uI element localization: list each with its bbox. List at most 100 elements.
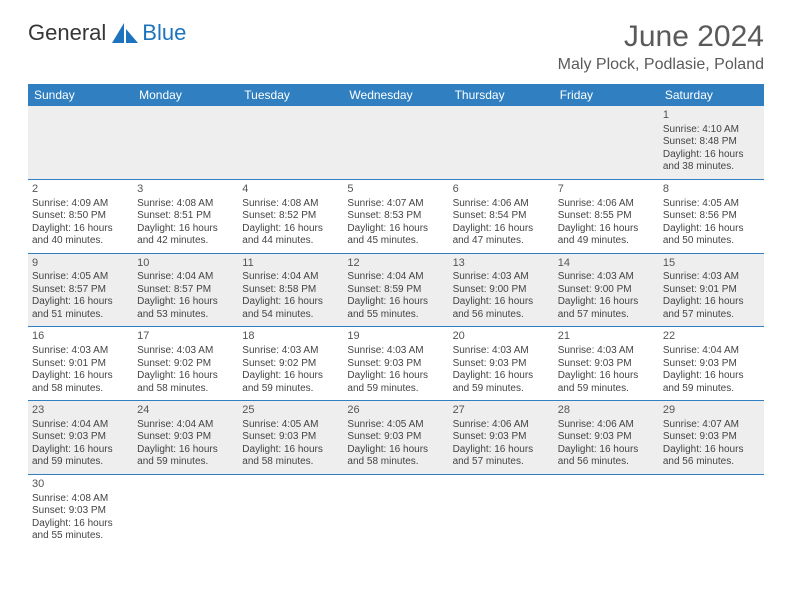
sunrise-text: Sunrise: 4:09 AM xyxy=(32,198,129,211)
calendar-day-cell: 4Sunrise: 4:08 AMSunset: 8:52 PMDaylight… xyxy=(238,179,343,253)
calendar-day-cell: 9Sunrise: 4:05 AMSunset: 8:57 PMDaylight… xyxy=(28,253,133,327)
daylight-text: Daylight: 16 hours and 45 minutes. xyxy=(347,223,444,248)
sunset-text: Sunset: 9:02 PM xyxy=(137,358,234,371)
title-block: June 2024 Maly Plock, Podlasie, Poland xyxy=(558,20,764,74)
calendar-day-cell: 27Sunrise: 4:06 AMSunset: 9:03 PMDayligh… xyxy=(449,401,554,475)
day-number: 2 xyxy=(32,183,129,197)
sunset-text: Sunset: 9:03 PM xyxy=(663,431,760,444)
sunset-text: Sunset: 8:55 PM xyxy=(558,210,655,223)
sunset-text: Sunset: 9:03 PM xyxy=(347,431,444,444)
sunrise-text: Sunrise: 4:05 AM xyxy=(32,271,129,284)
sunset-text: Sunset: 8:58 PM xyxy=(242,284,339,297)
calendar-day-cell xyxy=(28,106,133,179)
calendar-day-cell: 6Sunrise: 4:06 AMSunset: 8:54 PMDaylight… xyxy=(449,179,554,253)
sunrise-text: Sunrise: 4:05 AM xyxy=(347,419,444,432)
sunrise-text: Sunrise: 4:08 AM xyxy=(137,198,234,211)
sunset-text: Sunset: 9:03 PM xyxy=(663,358,760,371)
daylight-text: Daylight: 16 hours and 53 minutes. xyxy=(137,296,234,321)
calendar-day-cell: 10Sunrise: 4:04 AMSunset: 8:57 PMDayligh… xyxy=(133,253,238,327)
sunrise-text: Sunrise: 4:04 AM xyxy=(663,345,760,358)
weekday-header: Saturday xyxy=(659,84,764,106)
calendar-day-cell: 8Sunrise: 4:05 AMSunset: 8:56 PMDaylight… xyxy=(659,179,764,253)
day-number: 15 xyxy=(663,257,760,271)
sunset-text: Sunset: 9:03 PM xyxy=(453,431,550,444)
sunrise-text: Sunrise: 4:04 AM xyxy=(242,271,339,284)
sunrise-text: Sunrise: 4:06 AM xyxy=(453,198,550,211)
calendar-day-cell: 3Sunrise: 4:08 AMSunset: 8:51 PMDaylight… xyxy=(133,179,238,253)
sunrise-text: Sunrise: 4:06 AM xyxy=(453,419,550,432)
calendar-week-row: 1Sunrise: 4:10 AMSunset: 8:48 PMDaylight… xyxy=(28,106,764,179)
calendar-day-cell: 1Sunrise: 4:10 AMSunset: 8:48 PMDaylight… xyxy=(659,106,764,179)
day-number: 25 xyxy=(242,404,339,418)
calendar-day-cell xyxy=(449,474,554,547)
calendar-day-cell: 23Sunrise: 4:04 AMSunset: 9:03 PMDayligh… xyxy=(28,401,133,475)
day-number: 3 xyxy=(137,183,234,197)
calendar-day-cell: 28Sunrise: 4:06 AMSunset: 9:03 PMDayligh… xyxy=(554,401,659,475)
daylight-text: Daylight: 16 hours and 50 minutes. xyxy=(663,223,760,248)
day-number: 19 xyxy=(347,330,444,344)
sunrise-text: Sunrise: 4:07 AM xyxy=(347,198,444,211)
day-number: 22 xyxy=(663,330,760,344)
sunrise-text: Sunrise: 4:03 AM xyxy=(137,345,234,358)
day-number: 9 xyxy=(32,257,129,271)
sunrise-text: Sunrise: 4:08 AM xyxy=(242,198,339,211)
sunrise-text: Sunrise: 4:03 AM xyxy=(453,271,550,284)
logo-text-2: Blue xyxy=(142,20,186,46)
calendar-day-cell xyxy=(343,474,448,547)
calendar-week-row: 9Sunrise: 4:05 AMSunset: 8:57 PM Daylight… xyxy=(28,253,764,327)
daylight-text: Daylight: 16 hours and 44 minutes. xyxy=(242,223,339,248)
calendar-day-cell xyxy=(133,106,238,179)
daylight-text: Daylight: 16 hours and 49 minutes. xyxy=(558,223,655,248)
sunset-text: Sunset: 8:57 PM xyxy=(32,284,129,297)
calendar-day-cell xyxy=(238,474,343,547)
sunset-text: Sunset: 9:03 PM xyxy=(558,431,655,444)
day-number: 11 xyxy=(242,257,339,271)
sunrise-text: Sunrise: 4:03 AM xyxy=(347,345,444,358)
sunset-text: Sunset: 9:03 PM xyxy=(347,358,444,371)
calendar-day-cell xyxy=(238,106,343,179)
daylight-text: Daylight: 16 hours and 58 minutes. xyxy=(137,370,234,395)
logo-text-1: General xyxy=(28,20,106,46)
sunrise-text: Sunrise: 4:03 AM xyxy=(242,345,339,358)
calendar-day-cell: 16Sunrise: 4:03 AMSunset: 9:01 PMDayligh… xyxy=(28,327,133,401)
daylight-text: Daylight: 16 hours and 42 minutes. xyxy=(137,223,234,248)
daylight-text: Daylight: 16 hours and 56 minutes. xyxy=(558,444,655,469)
calendar-day-cell: 5Sunrise: 4:07 AMSunset: 8:53 PMDaylight… xyxy=(343,179,448,253)
day-number: 14 xyxy=(558,257,655,271)
calendar-day-cell: 15Sunrise: 4:03 AMSunset: 9:01 PMDayligh… xyxy=(659,253,764,327)
calendar-day-cell: 7Sunrise: 4:06 AMSunset: 8:55 PMDaylight… xyxy=(554,179,659,253)
sunset-text: Sunset: 8:51 PM xyxy=(137,210,234,223)
sunset-text: Sunset: 8:48 PM xyxy=(663,136,760,149)
weekday-header: Wednesday xyxy=(343,84,448,106)
daylight-text: Daylight: 16 hours and 56 minutes. xyxy=(453,296,550,321)
calendar-day-cell xyxy=(659,474,764,547)
month-title: June 2024 xyxy=(558,20,764,54)
daylight-text: Daylight: 16 hours and 59 minutes. xyxy=(663,370,760,395)
sunrise-text: Sunrise: 4:04 AM xyxy=(137,419,234,432)
sunrise-text: Sunrise: 4:08 AM xyxy=(32,493,129,506)
daylight-text: Daylight: 16 hours and 55 minutes. xyxy=(347,296,444,321)
day-number: 23 xyxy=(32,404,129,418)
calendar-week-row: 16Sunrise: 4:03 AMSunset: 9:01 PMDayligh… xyxy=(28,327,764,401)
sunset-text: Sunset: 8:52 PM xyxy=(242,210,339,223)
daylight-text: Daylight: 16 hours and 58 minutes. xyxy=(347,444,444,469)
day-number: 6 xyxy=(453,183,550,197)
daylight-text: Daylight: 16 hours and 57 minutes. xyxy=(663,296,760,321)
weekday-header: Monday xyxy=(133,84,238,106)
sunrise-text: Sunrise: 4:04 AM xyxy=(32,419,129,432)
calendar-table: Sunday Monday Tuesday Wednesday Thursday… xyxy=(28,84,764,548)
calendar-day-cell: 26Sunrise: 4:05 AMSunset: 9:03 PMDayligh… xyxy=(343,401,448,475)
daylight-text: Daylight: 16 hours and 56 minutes. xyxy=(663,444,760,469)
sunset-text: Sunset: 8:59 PM xyxy=(347,284,444,297)
daylight-text: Daylight: 16 hours and 54 minutes. xyxy=(242,296,339,321)
daylight-text: Daylight: 16 hours and 58 minutes. xyxy=(242,444,339,469)
sunset-text: Sunset: 8:54 PM xyxy=(453,210,550,223)
day-number: 17 xyxy=(137,330,234,344)
sunrise-text: Sunrise: 4:03 AM xyxy=(453,345,550,358)
sunrise-text: Sunrise: 4:05 AM xyxy=(242,419,339,432)
calendar-day-cell xyxy=(133,474,238,547)
day-number: 12 xyxy=(347,257,444,271)
calendar-day-cell: 25Sunrise: 4:05 AMSunset: 9:03 PMDayligh… xyxy=(238,401,343,475)
logo: General Blue xyxy=(28,20,186,46)
day-number: 28 xyxy=(558,404,655,418)
